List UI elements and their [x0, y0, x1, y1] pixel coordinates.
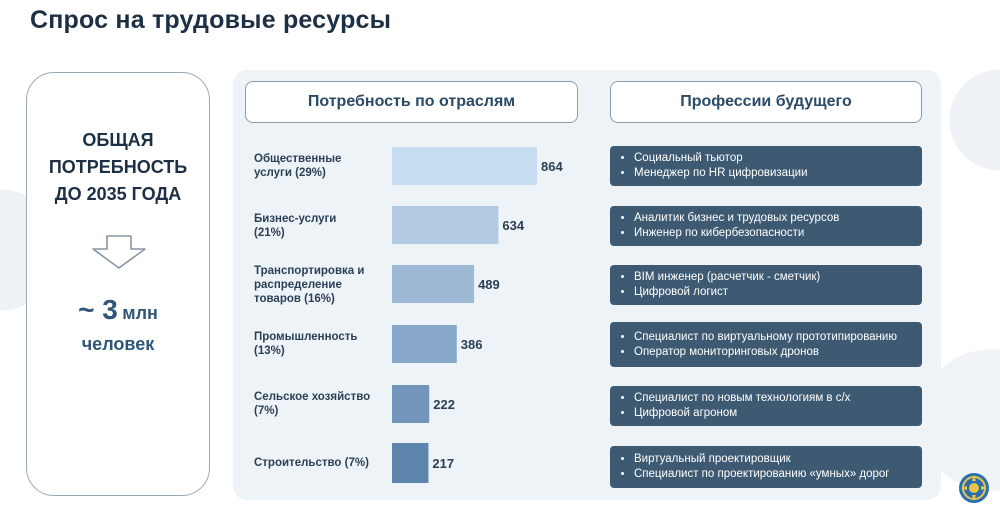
profession-item: Менеджер по HR цифровизации — [634, 166, 914, 181]
profession-item: Цифровой логист — [634, 285, 914, 300]
industry-label: Промышленность (13%) — [254, 331, 358, 357]
bar — [392, 443, 429, 483]
industries-header: Потребность по отраслям — [245, 81, 578, 123]
total-demand-card: ОБЩАЯ ПОТРЕБНОСТЬ ДО 2035 ГОДА ~ 3 млн ч… — [26, 72, 210, 496]
professions-header: Профессии будущего — [610, 81, 922, 123]
bar — [392, 385, 430, 423]
page-title: Спрос на трудовые ресурсы — [30, 6, 392, 34]
profession-item: BIM инженер (расчетчик - сметчик) — [634, 270, 914, 285]
bar — [392, 265, 475, 303]
profession-item: Аналитик бизнес и трудовых ресурсов — [634, 211, 914, 226]
bar — [392, 147, 537, 185]
professions-box: BIM инженер (расчетчик - сметчик) Цифров… — [610, 265, 922, 305]
bar-value-label: 864 — [541, 159, 563, 174]
total-demand-value: ~ 3 млн — [27, 294, 209, 326]
bar-value-label: 489 — [478, 277, 500, 292]
bar-value-label: 634 — [502, 218, 524, 233]
bar — [392, 325, 457, 363]
down-arrow-icon — [92, 235, 146, 269]
bar-value-label: 386 — [461, 337, 483, 352]
profession-item: Социальный тьютор — [634, 151, 914, 166]
profession-item: Оператор мониторинговых дронов — [634, 345, 914, 360]
total-value-unit: млн — [122, 303, 158, 323]
profession-item: Специалист по новым технологиям в с/х — [634, 391, 914, 406]
bar — [392, 206, 499, 244]
bar-value-label: 222 — [433, 397, 455, 412]
profession-item: Виртуальный проектировщик — [634, 452, 914, 467]
professions-box: Социальный тьютор Менеджер по HR цифрови… — [610, 146, 922, 186]
industry-label: Общественные услуги (29%) — [254, 153, 342, 179]
bar-value-label: 217 — [432, 456, 454, 471]
industry-label: Строительство (7%) — [254, 457, 369, 469]
state-emblem-icon — [959, 473, 989, 503]
profession-item: Цифровой агроном — [634, 406, 914, 421]
total-demand-label: ОБЩАЯ ПОТРЕБНОСТЬ ДО 2035 ГОДА — [48, 130, 188, 204]
total-value-number: ~ 3 — [78, 294, 118, 325]
total-people-label: человек — [81, 334, 155, 354]
professions-box: Виртуальный проектировщик Специалист по … — [610, 446, 922, 488]
professions-box: Специалист по новым технологиям в с/х Ци… — [610, 386, 922, 426]
industry-label: Бизнес-услуги (21%) — [254, 213, 337, 239]
profession-item: Инженер по кибербезопасности — [634, 226, 914, 241]
industry-label: Транспортировка и распределение товаров … — [254, 265, 365, 305]
profession-item: Специалист по виртуальному прототипирова… — [634, 330, 914, 345]
professions-box: Специалист по виртуальному прототипирова… — [610, 322, 922, 367]
industry-label: Сельское хозяйство (7%) — [254, 391, 371, 417]
professions-box: Аналитик бизнес и трудовых ресурсов Инже… — [610, 206, 922, 246]
profession-item: Специалист по проектированию «умных» дор… — [634, 467, 914, 482]
